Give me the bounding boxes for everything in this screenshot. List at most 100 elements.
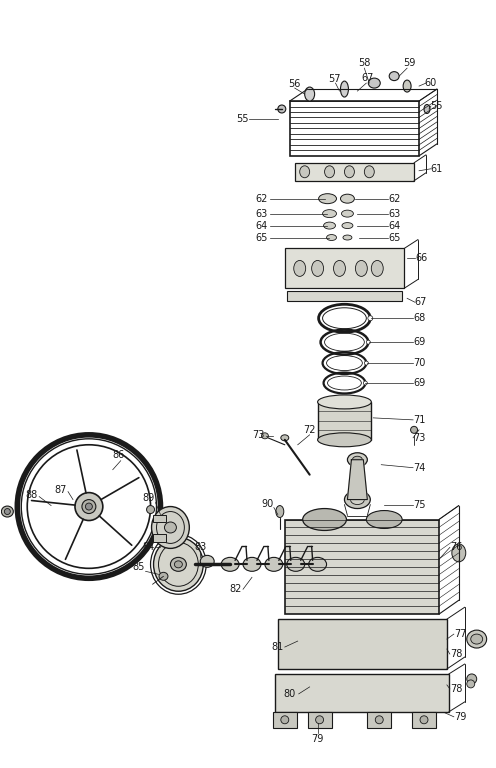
Text: 85: 85 bbox=[132, 562, 145, 572]
Ellipse shape bbox=[344, 491, 371, 508]
Text: 67: 67 bbox=[361, 73, 373, 83]
Ellipse shape bbox=[85, 503, 92, 510]
Ellipse shape bbox=[243, 558, 261, 571]
Ellipse shape bbox=[300, 166, 310, 177]
Text: 69: 69 bbox=[413, 337, 425, 347]
Text: 72: 72 bbox=[304, 425, 316, 435]
Ellipse shape bbox=[159, 572, 168, 581]
Ellipse shape bbox=[341, 210, 354, 217]
Ellipse shape bbox=[287, 558, 305, 571]
Ellipse shape bbox=[315, 716, 323, 723]
Ellipse shape bbox=[452, 544, 466, 562]
Ellipse shape bbox=[347, 453, 368, 467]
Ellipse shape bbox=[467, 680, 475, 688]
Text: 68: 68 bbox=[413, 313, 425, 323]
Text: 62: 62 bbox=[256, 194, 268, 204]
Text: 65: 65 bbox=[388, 233, 400, 243]
Ellipse shape bbox=[75, 492, 103, 521]
Text: 88: 88 bbox=[25, 489, 37, 500]
Ellipse shape bbox=[294, 260, 306, 276]
Ellipse shape bbox=[411, 426, 418, 433]
Text: 62: 62 bbox=[388, 194, 400, 204]
Ellipse shape bbox=[261, 433, 268, 439]
Ellipse shape bbox=[353, 456, 363, 463]
Ellipse shape bbox=[317, 433, 372, 447]
Text: 57: 57 bbox=[328, 74, 341, 84]
Text: 71: 71 bbox=[413, 415, 425, 425]
Ellipse shape bbox=[303, 508, 346, 531]
Ellipse shape bbox=[322, 210, 336, 217]
Text: 80: 80 bbox=[284, 689, 296, 699]
Ellipse shape bbox=[154, 538, 203, 591]
Ellipse shape bbox=[340, 81, 348, 97]
Text: 86: 86 bbox=[113, 450, 125, 460]
Ellipse shape bbox=[4, 508, 10, 515]
Text: 79: 79 bbox=[455, 712, 467, 722]
Text: 87: 87 bbox=[55, 485, 67, 495]
Ellipse shape bbox=[333, 260, 345, 276]
Ellipse shape bbox=[367, 511, 402, 528]
Text: 64: 64 bbox=[256, 220, 268, 230]
Bar bbox=[153, 535, 167, 542]
Ellipse shape bbox=[369, 78, 380, 88]
Bar bbox=[273, 712, 297, 728]
Text: 55: 55 bbox=[236, 114, 248, 124]
Ellipse shape bbox=[340, 194, 355, 204]
Ellipse shape bbox=[364, 381, 368, 385]
Bar bbox=[290, 101, 419, 156]
Text: 64: 64 bbox=[388, 220, 400, 230]
Text: 73: 73 bbox=[413, 433, 425, 443]
Ellipse shape bbox=[375, 716, 383, 723]
Ellipse shape bbox=[420, 716, 428, 723]
Text: 84: 84 bbox=[142, 542, 155, 552]
Text: 58: 58 bbox=[358, 58, 371, 68]
Text: 63: 63 bbox=[256, 209, 268, 219]
Ellipse shape bbox=[171, 558, 186, 571]
Ellipse shape bbox=[175, 561, 183, 568]
Ellipse shape bbox=[344, 166, 355, 177]
Ellipse shape bbox=[467, 674, 477, 684]
Text: 66: 66 bbox=[415, 253, 427, 263]
Ellipse shape bbox=[305, 87, 314, 101]
Bar bbox=[287, 291, 402, 301]
Ellipse shape bbox=[326, 234, 336, 240]
Ellipse shape bbox=[265, 558, 283, 571]
Polygon shape bbox=[347, 460, 368, 499]
Text: 78: 78 bbox=[451, 649, 463, 659]
Bar bbox=[317, 402, 372, 440]
Ellipse shape bbox=[368, 316, 373, 321]
Text: 70: 70 bbox=[413, 358, 425, 368]
Ellipse shape bbox=[147, 505, 155, 514]
Ellipse shape bbox=[317, 395, 372, 409]
Bar bbox=[368, 712, 391, 728]
Text: 59: 59 bbox=[403, 58, 415, 68]
Ellipse shape bbox=[165, 522, 177, 533]
Text: 76: 76 bbox=[451, 542, 463, 552]
Ellipse shape bbox=[467, 630, 487, 648]
Text: 63: 63 bbox=[388, 209, 400, 219]
Ellipse shape bbox=[342, 223, 353, 229]
Ellipse shape bbox=[343, 235, 352, 240]
Ellipse shape bbox=[276, 505, 284, 518]
Text: 74: 74 bbox=[413, 462, 425, 472]
Ellipse shape bbox=[365, 166, 374, 177]
Bar bbox=[412, 712, 436, 728]
Text: 56: 56 bbox=[289, 79, 301, 89]
Bar bbox=[275, 674, 449, 712]
Ellipse shape bbox=[281, 435, 289, 441]
Text: 60: 60 bbox=[425, 78, 437, 88]
Ellipse shape bbox=[350, 495, 365, 505]
Ellipse shape bbox=[278, 105, 286, 113]
Text: 69: 69 bbox=[413, 378, 425, 388]
Text: 77: 77 bbox=[454, 629, 467, 639]
Ellipse shape bbox=[424, 104, 430, 114]
Bar bbox=[308, 712, 331, 728]
Ellipse shape bbox=[221, 558, 239, 571]
Text: 78: 78 bbox=[451, 684, 463, 694]
Ellipse shape bbox=[200, 555, 214, 568]
Bar bbox=[285, 519, 439, 614]
Text: 79: 79 bbox=[311, 733, 324, 743]
Ellipse shape bbox=[365, 361, 369, 365]
Text: 90: 90 bbox=[262, 498, 274, 508]
Bar bbox=[278, 619, 447, 669]
